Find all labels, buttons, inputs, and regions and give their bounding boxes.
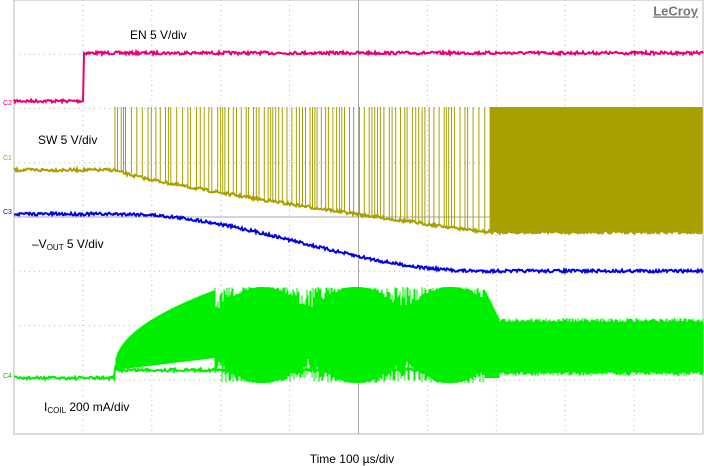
label-sub: OUT xyxy=(47,243,64,252)
channel-marker: C2 xyxy=(3,100,12,107)
waveforms xyxy=(13,48,704,383)
channel-marker: C1 xyxy=(3,155,12,162)
channel-label: –VOUT 5 V/div xyxy=(32,237,104,252)
switch-pulses xyxy=(114,107,703,232)
brand: LeCroy xyxy=(653,3,699,18)
channel-marker: C3 xyxy=(3,209,12,216)
label-part: 200 mA/div xyxy=(66,400,129,414)
channel-label: EN 5 V/div xyxy=(130,28,187,42)
trace xyxy=(13,48,704,105)
trace xyxy=(13,165,704,237)
label-part: 5 V/div xyxy=(64,237,104,251)
label-sub: COIL xyxy=(47,406,66,415)
time-label: Time 100 µs/div xyxy=(310,452,395,466)
channel-label: SW 5 V/div xyxy=(38,133,97,147)
channel-label: ICOIL 200 mA/div xyxy=(44,400,129,415)
trace xyxy=(13,210,704,275)
label-part: –V xyxy=(32,237,47,251)
coil-current xyxy=(114,287,704,383)
label-part: I xyxy=(44,400,47,414)
channel-marker: C4 xyxy=(3,373,12,380)
